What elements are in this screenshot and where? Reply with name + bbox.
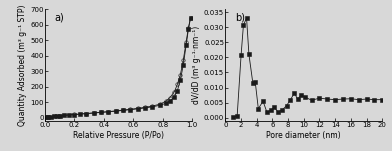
X-axis label: Pore diameter (nm): Pore diameter (nm) [267,131,341,140]
Y-axis label: Quantity Adsorbed (m³ g⁻¹ STP): Quantity Adsorbed (m³ g⁻¹ STP) [18,4,27,126]
X-axis label: Relative Pressure (P/Po): Relative Pressure (P/Po) [73,131,164,140]
Y-axis label: dV/dD (m³ g⁻¹·nm⁻¹): dV/dD (m³ g⁻¹·nm⁻¹) [192,26,201,104]
Text: a): a) [54,12,64,22]
Text: b): b) [235,12,245,22]
